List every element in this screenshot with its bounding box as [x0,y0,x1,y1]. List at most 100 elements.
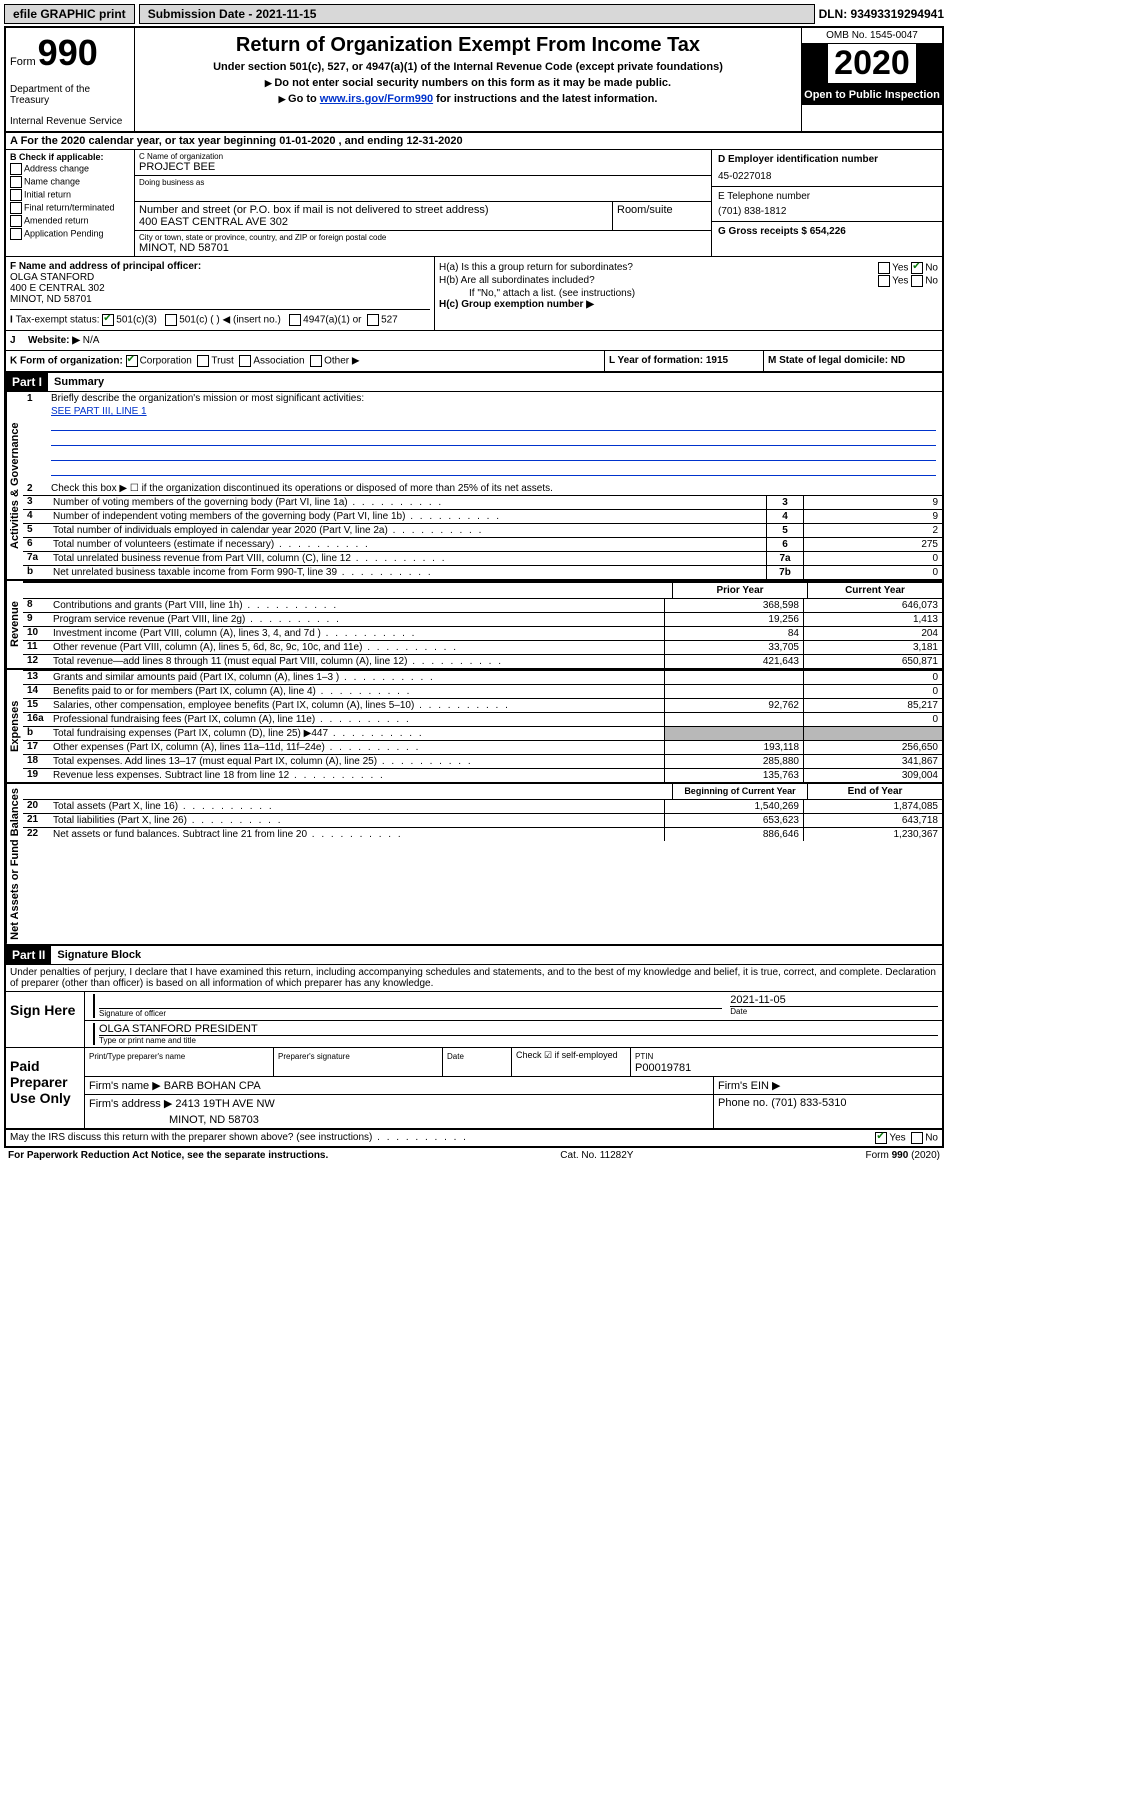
col-prior: Prior Year [672,583,807,598]
gov-row: 4Number of independent voting members of… [23,509,942,523]
rev-row: 8Contributions and grants (Part VIII, li… [23,598,942,612]
org-name-label: C Name of organization [139,152,707,161]
chk-final[interactable]: Final return/terminated [24,202,115,212]
gov-row: 5Total number of individuals employed in… [23,523,942,537]
sign-here: Sign Here [6,992,85,1047]
header-left: Form 990 Department of the Treasury Inte… [6,28,135,131]
part1-title: Summary [54,376,104,388]
officer-name: OLGA STANFORD [10,272,430,283]
name-title-label: Type or print name and title [99,1035,938,1045]
part1-header: Part I [6,373,48,391]
firm-name-label: Firm's name ▶ [89,1080,161,1092]
box-c: C Name of organization PROJECT BEE Doing… [135,150,711,256]
header-mid: Return of Organization Exempt From Incom… [135,28,801,131]
q2: Check this box ▶ ☐ if the organization d… [51,483,938,494]
prep-name-label: Print/Type preparer's name [89,1052,185,1061]
rev-row: 12Total revenue—add lines 8 through 11 (… [23,654,942,668]
chk-527[interactable] [367,314,379,326]
chk-501c[interactable] [165,314,177,326]
open-inspection: Open to Public Inspection [802,85,942,105]
officer-addr1: 400 E CENTRAL 302 [10,283,430,294]
chk-initial[interactable]: Initial return [24,189,71,199]
form-org-label: K Form of organization: [10,356,123,367]
row-a-taxyear: A For the 2020 calendar year, or tax yea… [6,133,942,150]
website-label: Website: ▶ [28,335,80,346]
street-value: 400 EAST CENTRAL AVE 302 [139,216,608,228]
section-b: B Check if applicable: Address change Na… [6,150,942,257]
opt-trust: Trust [211,356,233,367]
sig-officer-label: Signature of officer [99,1008,722,1018]
opt-501c: 501(c) ( ) ◀ (insert no.) [179,315,281,326]
discuss-yes[interactable] [875,1132,887,1144]
chk-name[interactable]: Name change [24,176,80,186]
vlabel-rev: Revenue [6,581,23,668]
efile-button[interactable]: efile GRAPHIC print [4,4,135,24]
discuss-no[interactable] [911,1132,923,1144]
vlabel-net: Net Assets or Fund Balances [6,784,23,944]
col-end: End of Year [807,784,942,799]
col-begin: Beginning of Current Year [672,784,807,799]
opt-corp: Corporation [140,356,192,367]
part2-header: Part II [6,946,51,964]
net-row: 21Total liabilities (Part X, line 26)653… [23,813,942,827]
submission-date: Submission Date - 2021-11-15 [139,4,815,24]
chk-501c3[interactable] [102,314,114,326]
gross-receipts: G Gross receipts $ 654,226 [718,226,936,237]
cat-no: Cat. No. 11282Y [560,1150,633,1161]
ptin-label: PTIN [635,1052,653,1061]
net-row: 22Net assets or fund balances. Subtract … [23,827,942,841]
goto-post: for instructions and the latest informat… [433,93,657,105]
officer-label: F Name and address of principal officer: [10,261,430,272]
box-deg: D Employer identification number 45-0227… [711,150,942,256]
chk-self[interactable]: Check ☑ if self-employed [516,1050,618,1060]
website-value: N/A [83,335,100,346]
header-row: Form 990 Department of the Treasury Inte… [6,28,942,133]
vlabel-gov: Activities & Governance [6,392,23,579]
q1-val[interactable]: SEE PART III, LINE 1 [51,406,938,417]
part1-header-row: Part I Summary [6,373,942,392]
exp-row: 18Total expenses. Add lines 13–17 (must … [23,754,942,768]
firm-ein-label: Firm's EIN ▶ [718,1080,781,1092]
chk-corp[interactable] [126,355,138,367]
gov-row: 6Total number of volunteers (estimate if… [23,537,942,551]
firm-addr1: 2413 19TH AVE NW [175,1098,274,1110]
h-a: H(a) Is this a group return for subordin… [439,262,633,274]
irs-label: Internal Revenue Service [10,116,130,127]
sig-date: 2021-11-05 [730,994,938,1006]
gov-row: 3Number of voting members of the governi… [23,495,942,509]
row-k: K Form of organization: Corporation Trus… [6,351,942,373]
gov-row: 7aTotal unrelated business revenue from … [23,551,942,565]
mission-line [51,463,936,476]
top-bar: efile GRAPHIC print Submission Date - 20… [4,4,944,24]
prep-sig-label: Preparer's signature [278,1052,350,1061]
firm-phone: Phone no. (701) 833-5310 [718,1097,846,1109]
chk-4947[interactable] [289,314,301,326]
tax-exempt-label: Tax-exempt status: [16,315,100,326]
row-j: J Website: ▶ N/A [6,331,942,351]
opt-other: Other ▶ [324,356,359,367]
form990-link[interactable]: www.irs.gov/Form990 [320,93,433,105]
chk-amended[interactable]: Amended return [24,215,89,225]
form-word: Form [10,56,36,68]
form-version: Form 990 (2020) [866,1150,940,1161]
rev-row: 10Investment income (Part VIII, column (… [23,626,942,640]
box-b: B Check if applicable: Address change Na… [6,150,135,256]
dept-treasury: Department of the Treasury [10,84,130,106]
q1: Briefly describe the organization's miss… [51,393,938,404]
rev-row: 11Other revenue (Part VIII, column (A), … [23,640,942,654]
phone-value: (701) 838-1812 [718,206,936,217]
form-subtitle: Under section 501(c), 527, or 4947(a)(1)… [139,61,797,73]
opt-527: 527 [381,315,398,326]
chk-pending[interactable]: Application Pending [24,228,104,238]
form-title: Return of Organization Exempt From Incom… [139,34,797,57]
exp-row: 13Grants and similar amounts paid (Part … [23,670,942,684]
dln: DLN: 93493319294941 [819,7,944,21]
section-fh: F Name and address of principal officer:… [6,257,942,331]
ptin: P00019781 [635,1062,691,1074]
street-label: Number and street (or P.O. box if mail i… [139,204,608,216]
ein-label: D Employer identification number [718,154,936,165]
opt-501c3: 501(c)(3) [116,315,157,326]
chk-address[interactable]: Address change [24,163,89,173]
form-container: Form 990 Department of the Treasury Inte… [4,26,944,1148]
date-label: Date [730,1006,938,1016]
